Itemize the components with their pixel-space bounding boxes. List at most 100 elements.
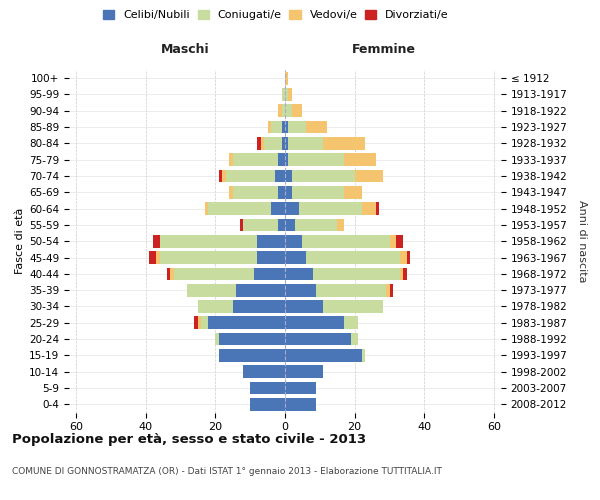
- Bar: [351, 332, 358, 345]
- Bar: [285, 88, 289, 101]
- Bar: [208, 316, 285, 329]
- Bar: [323, 137, 365, 150]
- Bar: [260, 137, 264, 150]
- Bar: [285, 382, 316, 394]
- Bar: [289, 120, 306, 134]
- Bar: [194, 316, 198, 329]
- Bar: [285, 137, 289, 150]
- Bar: [285, 284, 316, 296]
- Bar: [285, 186, 292, 198]
- Y-axis label: Fasce di età: Fasce di età: [15, 208, 25, 274]
- Bar: [208, 202, 271, 215]
- Bar: [229, 186, 233, 198]
- Bar: [250, 398, 285, 410]
- Bar: [278, 186, 285, 198]
- Bar: [292, 104, 302, 117]
- Bar: [250, 382, 285, 394]
- Bar: [400, 268, 403, 280]
- Bar: [316, 284, 386, 296]
- Bar: [397, 235, 403, 248]
- Bar: [285, 349, 362, 362]
- Text: Popolazione per età, sesso e stato civile - 2013: Popolazione per età, sesso e stato civil…: [12, 432, 366, 446]
- Bar: [170, 268, 173, 280]
- Bar: [285, 366, 323, 378]
- Bar: [289, 154, 344, 166]
- Bar: [362, 202, 376, 215]
- Bar: [285, 120, 289, 134]
- Bar: [278, 154, 285, 166]
- Bar: [215, 332, 219, 345]
- Bar: [285, 332, 351, 345]
- Bar: [233, 154, 278, 166]
- Bar: [236, 284, 285, 296]
- Bar: [344, 186, 362, 198]
- Bar: [285, 104, 292, 117]
- Bar: [219, 170, 222, 182]
- Bar: [264, 137, 281, 150]
- Bar: [254, 268, 285, 280]
- Text: COMUNE DI GONNOSTRAMATZA (OR) - Dati ISTAT 1° gennaio 2013 - Elaborazione TUTTIT: COMUNE DI GONNOSTRAMATZA (OR) - Dati IST…: [12, 468, 442, 476]
- Bar: [281, 104, 285, 117]
- Bar: [292, 186, 344, 198]
- Bar: [285, 268, 313, 280]
- Bar: [285, 251, 306, 264]
- Bar: [285, 72, 289, 85]
- Bar: [219, 332, 285, 345]
- Bar: [285, 154, 289, 166]
- Bar: [407, 251, 410, 264]
- Bar: [243, 366, 285, 378]
- Bar: [285, 170, 292, 182]
- Bar: [233, 300, 285, 313]
- Bar: [160, 251, 257, 264]
- Bar: [233, 186, 278, 198]
- Bar: [285, 300, 323, 313]
- Bar: [285, 202, 299, 215]
- Bar: [292, 170, 355, 182]
- Bar: [386, 284, 389, 296]
- Bar: [198, 300, 233, 313]
- Bar: [299, 202, 362, 215]
- Bar: [240, 218, 243, 232]
- Bar: [257, 137, 260, 150]
- Bar: [285, 316, 344, 329]
- Bar: [149, 251, 156, 264]
- Bar: [187, 284, 236, 296]
- Bar: [289, 88, 292, 101]
- Bar: [306, 120, 327, 134]
- Bar: [271, 120, 281, 134]
- Bar: [198, 316, 202, 329]
- Bar: [285, 218, 295, 232]
- Bar: [389, 235, 397, 248]
- Legend: Celibi/Nubili, Coniugati/e, Vedovi/e, Divorziati/e: Celibi/Nubili, Coniugati/e, Vedovi/e, Di…: [99, 6, 453, 25]
- Bar: [226, 170, 275, 182]
- Text: Femmine: Femmine: [352, 44, 416, 57]
- Bar: [173, 268, 254, 280]
- Bar: [389, 284, 393, 296]
- Bar: [403, 268, 407, 280]
- Y-axis label: Anni di nascita: Anni di nascita: [577, 200, 587, 282]
- Bar: [302, 235, 389, 248]
- Bar: [281, 120, 285, 134]
- Bar: [285, 235, 302, 248]
- Bar: [167, 268, 170, 280]
- Bar: [306, 251, 400, 264]
- Bar: [222, 170, 226, 182]
- Bar: [229, 154, 233, 166]
- Bar: [152, 235, 160, 248]
- Bar: [337, 218, 344, 232]
- Bar: [295, 218, 337, 232]
- Bar: [355, 170, 383, 182]
- Bar: [257, 251, 285, 264]
- Bar: [289, 137, 323, 150]
- Bar: [268, 120, 271, 134]
- Bar: [323, 300, 383, 313]
- Bar: [278, 218, 285, 232]
- Bar: [219, 349, 285, 362]
- Bar: [271, 202, 285, 215]
- Bar: [281, 88, 285, 101]
- Bar: [344, 316, 358, 329]
- Bar: [313, 268, 400, 280]
- Bar: [205, 202, 208, 215]
- Bar: [400, 251, 407, 264]
- Bar: [275, 170, 285, 182]
